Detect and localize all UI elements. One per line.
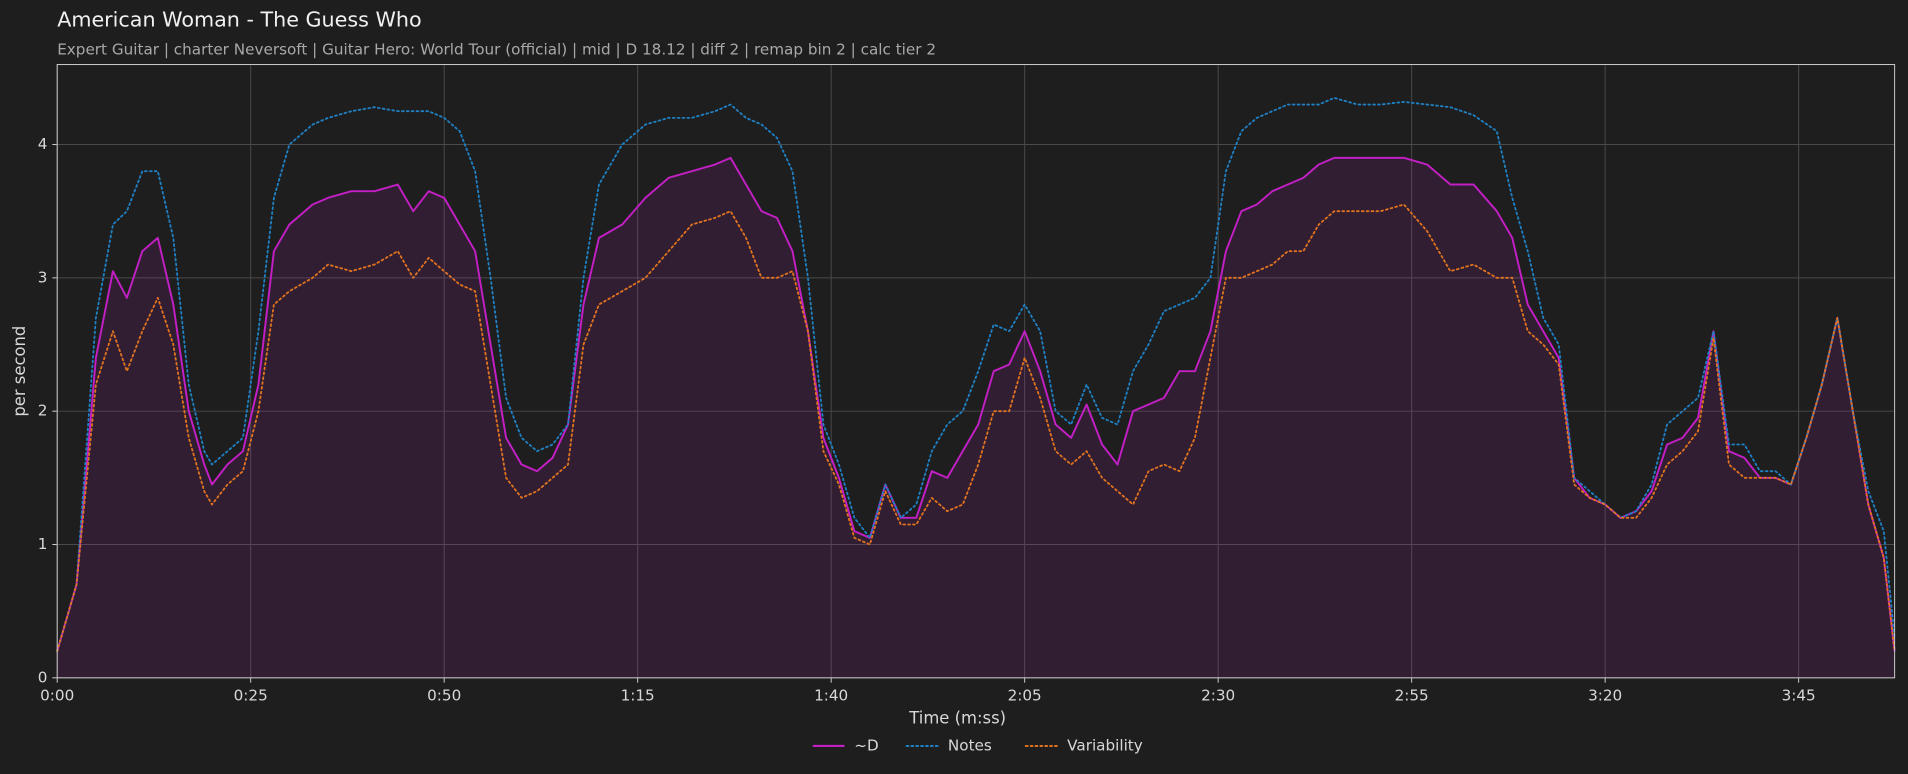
x-tick-label: 0:00	[40, 687, 74, 705]
x-tick-label: 1:40	[814, 687, 848, 705]
series-line	[56, 96, 1896, 653]
y-tick-label: 4	[38, 135, 48, 153]
x-axis-label: Time (m:ss)	[908, 709, 1006, 728]
x-tick-label: 2:30	[1201, 687, 1235, 705]
x-tick-label: 3:45	[1782, 687, 1816, 705]
y-tick-label: 1	[38, 535, 48, 553]
series-line	[56, 203, 1896, 653]
y-tick-label: 3	[38, 268, 48, 286]
x-tick-label: 2:55	[1395, 687, 1429, 705]
series-line	[56, 156, 1896, 652]
y-axis-label: per second	[10, 326, 29, 417]
x-tick-label: 1:15	[621, 687, 655, 705]
legend-label: ~D	[854, 736, 878, 754]
y-tick-label: 2	[38, 402, 48, 420]
legend-label: Notes	[948, 736, 992, 754]
chart-title: American Woman - The Guess Who	[57, 8, 421, 32]
legend: ~D Notes Variability	[812, 736, 1143, 754]
y-tick-label: 0	[38, 668, 48, 686]
x-tick-label: 2:05	[1008, 687, 1042, 705]
plot-frame	[56, 64, 1896, 679]
x-tick-label: 0:50	[427, 687, 461, 705]
area	[57, 157, 1895, 678]
x-tick-label: 3:20	[1588, 687, 1622, 705]
plot-area: 0 1 2 3 4 0:00 0:25 0:50 1:15 1:40 2:05 2:30 2:55 3:2…	[38, 64, 1896, 705]
legend-label: Variability	[1067, 736, 1143, 754]
x-tick-label: 0:25	[234, 687, 268, 705]
chart-subtitle: Expert Guitar | charter Neversoft | Guit…	[57, 40, 936, 58]
